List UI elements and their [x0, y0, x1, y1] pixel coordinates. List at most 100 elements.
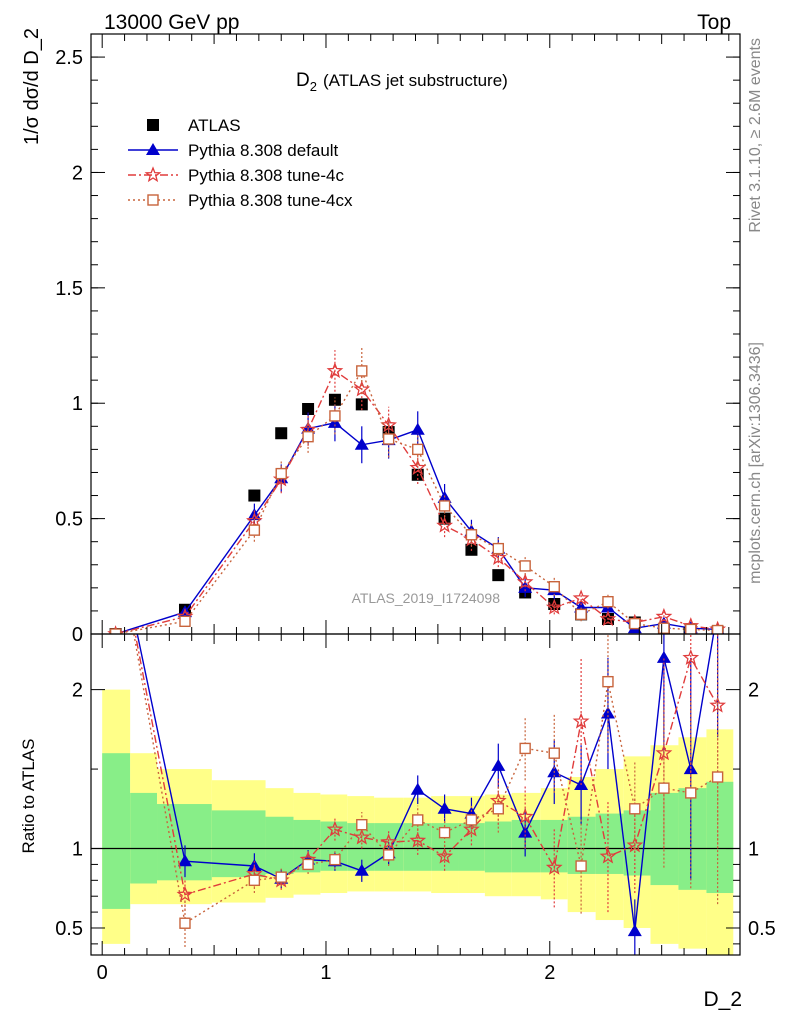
- point-tune4cx: [329, 853, 341, 866]
- main-ylabel: 1/σ dσ/d D_2: [21, 28, 43, 145]
- point-tune4cx: [685, 787, 697, 799]
- main-ytick-label: 2: [72, 162, 83, 184]
- point-tune4cx: [602, 595, 614, 608]
- legend-marker-tune4c: [144, 166, 162, 183]
- point-default: [410, 422, 425, 435]
- point-atlas: [328, 393, 341, 406]
- legend-label-tune4cx: Pythia 8.308 tune-4cx: [188, 191, 353, 210]
- legend: ATLAS Pythia 8.308 default Pythia 8.308 tu…: [128, 116, 353, 210]
- series-tune4cx: [109, 347, 724, 634]
- ratio-band-inner: [265, 816, 294, 874]
- point-tune4cx: [575, 860, 587, 872]
- chart-title-rest: (ATLAS jet substructure): [323, 71, 508, 90]
- point-default: [354, 437, 369, 450]
- legend-label-atlas: ATLAS: [188, 116, 241, 135]
- series-tune4cx: [111, 526, 724, 948]
- ratio-ytick-label: 2: [72, 680, 83, 702]
- ratio-ytick-label: 1: [72, 839, 83, 861]
- ratio-ytick-label: 0.5: [55, 918, 83, 940]
- point-default: [109, 524, 123, 536]
- point-default: [627, 924, 642, 937]
- chart-title-sub: 2: [310, 79, 317, 94]
- chart-title: D2 (ATLAS jet substructure): [296, 70, 508, 94]
- chart-title-main: D: [296, 70, 310, 91]
- point-default: [711, 603, 725, 615]
- point-tune4c: [545, 858, 563, 875]
- point-tune4cx: [438, 500, 451, 512]
- point-tune4cx: [658, 782, 670, 794]
- point-tune4cx: [465, 529, 478, 541]
- ratio-band-inner: [102, 753, 131, 909]
- point-tune4c: [326, 820, 344, 837]
- point-tune4cx: [685, 623, 697, 634]
- point-tune4c: [409, 458, 427, 475]
- point-tune4c: [709, 696, 727, 713]
- point-tune4c: [516, 573, 534, 590]
- point-tune4c: [599, 847, 617, 864]
- point-tune4cx: [302, 430, 314, 443]
- main-ytick-label: 0.5: [55, 509, 83, 531]
- ratio-ytick-label-right: 0.5: [748, 918, 776, 940]
- point-tune4cx: [492, 542, 505, 555]
- point-atlas: [492, 569, 505, 582]
- main-panel: 0 0.5 1 1.5 2 2.5: [55, 33, 741, 646]
- point-tune4cx: [519, 560, 531, 572]
- point-tune4c: [409, 831, 427, 848]
- legend-item-atlas: ATLAS: [147, 116, 241, 135]
- point-tune4cx: [711, 624, 724, 634]
- ratio-band-inner: [678, 788, 707, 890]
- point-tune4cx: [629, 803, 641, 815]
- point-tune4cx: [629, 617, 641, 630]
- point-tune4c: [326, 362, 344, 379]
- point-tune4cx: [109, 628, 122, 634]
- point-tune4cx: [248, 524, 261, 536]
- point-default: [410, 782, 425, 795]
- ratio-band-inner: [403, 823, 432, 871]
- ratio-xtick-label: 1: [320, 962, 331, 984]
- point-tune4cx: [492, 803, 505, 815]
- header-right: Top: [697, 11, 731, 34]
- point-atlas: [248, 489, 261, 502]
- point-tune4cx: [302, 858, 314, 871]
- ratio-band-inner: [706, 781, 734, 894]
- rivet-label: Rivet 3.1.10, ≥ 2.6M events: [747, 38, 764, 233]
- main-ytick-label: 1: [72, 393, 83, 415]
- point-default: [177, 854, 192, 867]
- point-tune4cx: [111, 526, 121, 536]
- point-tune4cx: [329, 410, 341, 422]
- point-tune4cx: [412, 814, 424, 826]
- point-default: [354, 863, 369, 876]
- point-tune4cx: [382, 433, 395, 445]
- point-tune4c: [572, 712, 590, 729]
- point-atlas: [275, 427, 288, 440]
- point-tune4cx: [658, 622, 670, 634]
- point-tune4c: [655, 744, 673, 761]
- main-y-axis-title: 1/σ dσ/d D_2: [21, 28, 43, 145]
- main-ytick-label: 0: [72, 624, 83, 646]
- point-tune4cx: [275, 467, 287, 480]
- ratio-band-inner: [130, 792, 158, 884]
- point-tune4cx: [548, 747, 560, 759]
- ratio-panel: 0.5 0.5 1 1 2 2 0 1 2: [55, 524, 776, 984]
- ratio-ylabel: Ratio to ATLAS: [19, 739, 38, 854]
- point-default: [437, 801, 452, 814]
- legend-item-tune4c: Pythia 8.308 tune-4c: [128, 166, 344, 185]
- point-tune4c: [436, 847, 454, 864]
- point-tune4c: [176, 885, 194, 902]
- point-tune4c: [545, 598, 563, 615]
- point-default: [491, 758, 506, 771]
- ratio-xtick-label: 2: [544, 962, 555, 984]
- point-tune4cx: [602, 675, 614, 688]
- point-tune4c: [516, 807, 534, 824]
- mcplots-label: mcplots.cern.ch [arXiv:1306.3436]: [747, 342, 764, 584]
- main-ytick-label: 2.5: [55, 47, 83, 69]
- point-tune4cx: [575, 608, 587, 621]
- point-tune4cx: [275, 871, 287, 883]
- ratio-band-inner: [595, 813, 624, 874]
- point-tune4cx: [179, 917, 191, 929]
- ratio-band-inner: [347, 823, 375, 871]
- point-tune4c: [599, 610, 617, 627]
- main-ytick-label: 1.5: [55, 278, 83, 300]
- point-tune4c: [109, 524, 122, 537]
- legend-label-tune4c: Pythia 8.308 tune-4c: [188, 166, 344, 185]
